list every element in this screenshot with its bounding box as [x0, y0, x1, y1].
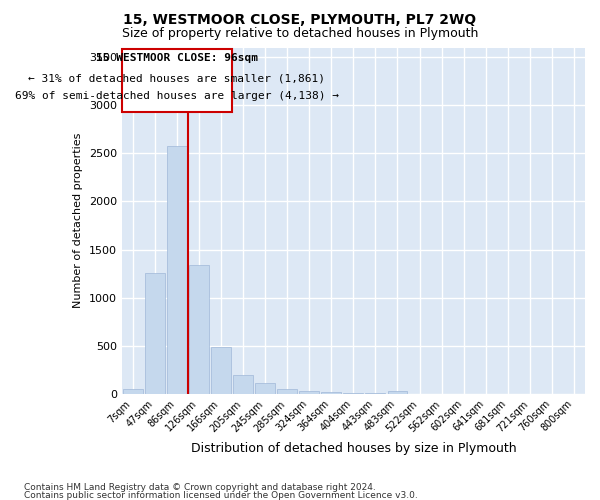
Text: Contains HM Land Registry data © Crown copyright and database right 2024.: Contains HM Land Registry data © Crown c…: [24, 484, 376, 492]
FancyBboxPatch shape: [122, 50, 232, 112]
Bar: [299, 391, 319, 394]
Bar: [277, 388, 297, 394]
Bar: [145, 272, 164, 394]
Text: ← 31% of detached houses are smaller (1,861): ← 31% of detached houses are smaller (1,…: [28, 73, 325, 83]
Bar: [123, 389, 143, 394]
Text: Size of property relative to detached houses in Plymouth: Size of property relative to detached ho…: [122, 28, 478, 40]
Bar: [167, 146, 187, 394]
Text: 69% of semi-detached houses are larger (4,138) →: 69% of semi-detached houses are larger (…: [15, 91, 339, 101]
Bar: [233, 374, 253, 394]
Bar: [365, 393, 385, 394]
X-axis label: Distribution of detached houses by size in Plymouth: Distribution of detached houses by size …: [191, 442, 516, 455]
Text: 15 WESTMOOR CLOSE: 96sqm: 15 WESTMOOR CLOSE: 96sqm: [96, 54, 258, 64]
Bar: [322, 392, 341, 394]
Text: Contains public sector information licensed under the Open Government Licence v3: Contains public sector information licen…: [24, 490, 418, 500]
Bar: [189, 265, 209, 394]
Y-axis label: Number of detached properties: Number of detached properties: [73, 133, 83, 308]
Bar: [343, 393, 363, 394]
Bar: [388, 391, 407, 394]
Bar: [255, 383, 275, 394]
Bar: [211, 346, 231, 394]
Text: 15, WESTMOOR CLOSE, PLYMOUTH, PL7 2WQ: 15, WESTMOOR CLOSE, PLYMOUTH, PL7 2WQ: [124, 12, 476, 26]
